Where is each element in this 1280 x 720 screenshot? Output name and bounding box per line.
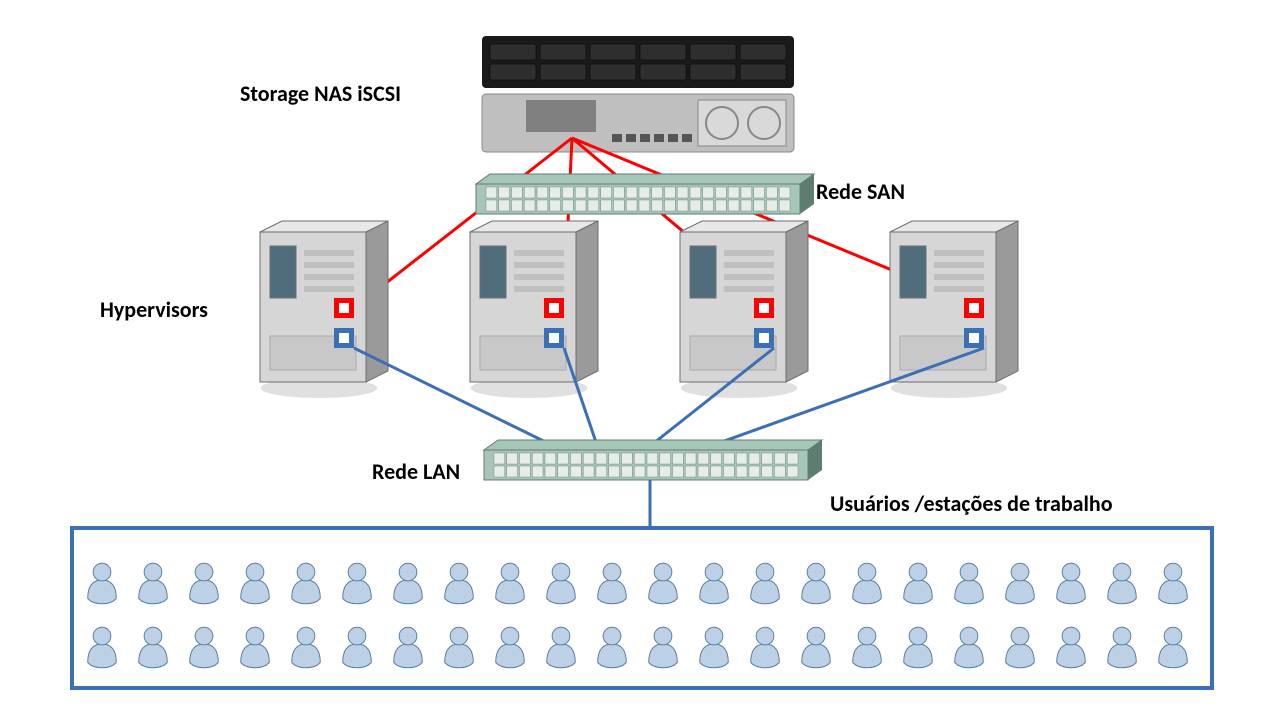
user-icon (853, 627, 882, 668)
user-icon (1108, 563, 1137, 604)
user-icon (241, 627, 270, 668)
user-icon (955, 563, 984, 604)
user-icon (700, 563, 729, 604)
user-icon (394, 627, 423, 668)
user-icon (547, 627, 576, 668)
user-icon (139, 627, 168, 668)
user-icon (904, 563, 933, 604)
user-icon (88, 627, 117, 668)
user-icon (343, 627, 372, 668)
user-icon (394, 563, 423, 604)
hypervisor-server (890, 221, 1018, 398)
user-icon (853, 563, 882, 604)
user-icon (1057, 627, 1086, 668)
user-icon (190, 563, 219, 604)
user-icon (190, 627, 219, 668)
user-icon (802, 627, 831, 668)
user-icon (496, 627, 525, 668)
user-icon (547, 563, 576, 604)
user-icon (1057, 563, 1086, 604)
user-icon (343, 563, 372, 604)
san-switch (476, 174, 814, 214)
hypervisor-server (260, 221, 388, 398)
user-icon (1159, 627, 1188, 668)
user-icon (1159, 563, 1188, 604)
user-icon (802, 563, 831, 604)
user-icon (1006, 563, 1035, 604)
user-icon (445, 563, 474, 604)
label-lan: Rede LAN (372, 458, 460, 485)
user-icon (1006, 627, 1035, 668)
label-storage: Storage NAS iSCSI (240, 80, 401, 107)
user-icon (1108, 627, 1137, 668)
label-users: Usuários /estações de trabalho (830, 490, 1113, 517)
user-icon (649, 563, 678, 604)
hypervisor-server (470, 221, 598, 398)
label-hypervisors: Hypervisors (100, 296, 208, 323)
lan-switch (484, 440, 822, 480)
user-icon (292, 627, 321, 668)
user-icon (751, 627, 780, 668)
user-icon (751, 563, 780, 604)
user-icon (139, 563, 168, 604)
user-icon (904, 627, 933, 668)
user-icon (445, 627, 474, 668)
user-icon (496, 563, 525, 604)
user-icon (241, 563, 270, 604)
diagram-canvas (0, 0, 1280, 720)
user-icon (88, 563, 117, 604)
user-icon (598, 563, 627, 604)
user-icon (955, 627, 984, 668)
user-icon (649, 627, 678, 668)
user-icon (700, 627, 729, 668)
user-icon (292, 563, 321, 604)
user-icon (598, 627, 627, 668)
label-san: Rede SAN (816, 178, 905, 205)
